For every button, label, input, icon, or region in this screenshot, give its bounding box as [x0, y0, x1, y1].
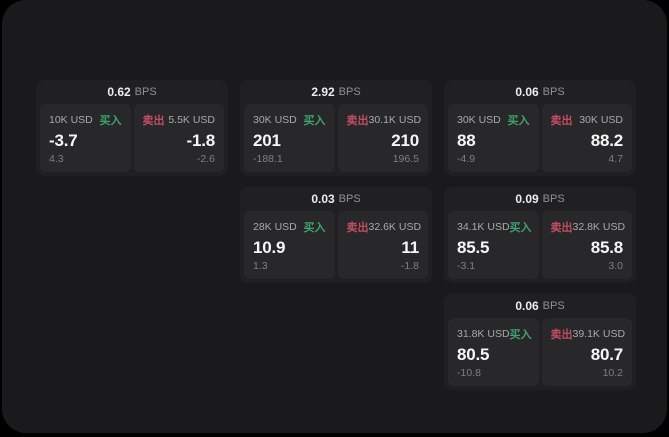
- sell-amount: 30K USD: [579, 114, 623, 126]
- sell-label: 卖出: [142, 115, 165, 127]
- buy-panel[interactable]: 34.1K USD 买入 85.5 -3.1: [448, 211, 539, 279]
- buy-delta: -188.1: [253, 153, 283, 165]
- quote-card-2: 2.92 BPS 30K USD 买入 201 -188.1 卖出 30.1K …: [240, 80, 432, 176]
- buy-delta: 4.3: [49, 153, 64, 165]
- sell-label: 卖出: [550, 115, 573, 127]
- sell-panel[interactable]: 卖出 5.5K USD -1.8 -2.6: [133, 104, 224, 172]
- bps-header: 0.03 BPS: [240, 187, 432, 211]
- sell-delta: 4.7: [608, 153, 623, 165]
- sell-amount: 30.1K USD: [368, 114, 422, 126]
- quote-card-6: 0.06 BPS 31.8K USD 买入 80.5 -10.8 卖出 39.1…: [444, 294, 636, 390]
- sell-label: 卖出: [346, 222, 369, 234]
- bps-unit: BPS: [338, 193, 361, 205]
- bps-unit: BPS: [542, 300, 565, 312]
- buy-delta: -4.9: [457, 153, 476, 165]
- buy-label: 买入: [303, 222, 326, 234]
- bps-value: 0.06: [515, 299, 539, 313]
- bps-header: 0.62 BPS: [36, 80, 228, 104]
- sell-price: 210: [391, 131, 419, 150]
- buy-amount: 28K USD: [253, 221, 297, 233]
- buy-amount: 10K USD: [49, 114, 93, 126]
- sell-amount: 5.5K USD: [168, 114, 215, 126]
- buy-panel[interactable]: 28K USD 买入 10.9 1.3: [244, 211, 335, 279]
- buy-label: 买入: [99, 115, 122, 127]
- sell-delta: 10.2: [602, 367, 623, 379]
- buy-amount: 30K USD: [253, 114, 297, 126]
- sell-label: 卖出: [550, 222, 573, 234]
- quote-panels: 10K USD 买入 -3.7 4.3 卖出 5.5K USD -1.8 -2.…: [40, 104, 224, 172]
- buy-delta: -10.8: [457, 367, 481, 379]
- buy-panel[interactable]: 30K USD 买入 201 -188.1: [244, 104, 335, 172]
- bps-header: 0.06 BPS: [444, 80, 636, 104]
- buy-delta: 1.3: [253, 260, 268, 272]
- sell-delta: -2.6: [196, 153, 215, 165]
- sell-price: 88.2: [590, 131, 623, 150]
- bps-unit: BPS: [338, 86, 361, 98]
- buy-panel[interactable]: 10K USD 买入 -3.7 4.3: [40, 104, 131, 172]
- buy-delta: -3.1: [457, 260, 476, 272]
- sell-amount: 32.8K USD: [572, 221, 626, 233]
- sell-label: 卖出: [550, 329, 573, 341]
- quote-card-1: 0.62 BPS 10K USD 买入 -3.7 4.3 卖出 5.5K USD…: [36, 80, 228, 176]
- buy-label: 买入: [507, 115, 530, 127]
- sell-panel[interactable]: 卖出 30.1K USD 210 196.5: [337, 104, 428, 172]
- bps-header: 0.06 BPS: [444, 294, 636, 318]
- quote-panels: 31.8K USD 买入 80.5 -10.8 卖出 39.1K USD 80.…: [448, 318, 632, 386]
- bps-value: 0.62: [107, 85, 131, 99]
- sell-label: 卖出: [346, 115, 369, 127]
- quote-card-5: 0.09 BPS 34.1K USD 买入 85.5 -3.1 卖出 32.8K…: [444, 187, 636, 283]
- buy-price: 201: [253, 131, 281, 150]
- sell-panel[interactable]: 卖出 30K USD 88.2 4.7: [541, 104, 632, 172]
- buy-price: -3.7: [49, 131, 78, 150]
- buy-price: 88: [457, 131, 476, 150]
- quote-panels: 34.1K USD 买入 85.5 -3.1 卖出 32.8K USD 85.8…: [448, 211, 632, 279]
- bps-value: 0.09: [515, 192, 539, 206]
- sell-delta: 3.0: [608, 260, 623, 272]
- buy-price: 85.5: [457, 238, 490, 257]
- buy-amount: 31.8K USD: [457, 328, 510, 340]
- bps-value: 0.06: [515, 85, 539, 99]
- bps-unit: BPS: [542, 193, 565, 205]
- buy-label: 买入: [509, 222, 532, 234]
- buy-price: 80.5: [457, 345, 490, 364]
- sell-panel[interactable]: 卖出 39.1K USD 80.7 10.2: [541, 318, 632, 386]
- bps-value: 0.03: [311, 192, 335, 206]
- bps-value: 2.92: [311, 85, 335, 99]
- sell-panel[interactable]: 卖出 32.8K USD 85.8 3.0: [541, 211, 632, 279]
- sell-price: 11: [401, 238, 419, 257]
- bps-header: 2.92 BPS: [240, 80, 432, 104]
- quote-panels: 28K USD 买入 10.9 1.3 卖出 32.6K USD 11 -1.8: [244, 211, 428, 279]
- buy-label: 买入: [303, 115, 326, 127]
- bps-unit: BPS: [542, 86, 565, 98]
- buy-panel[interactable]: 30K USD 买入 88 -4.9: [448, 104, 539, 172]
- sell-panel[interactable]: 卖出 32.6K USD 11 -1.8: [337, 211, 428, 279]
- quote-card-3: 0.06 BPS 30K USD 买入 88 -4.9 卖出 30K USD 8…: [444, 80, 636, 176]
- buy-panel[interactable]: 31.8K USD 买入 80.5 -10.8: [448, 318, 539, 386]
- sell-delta: -1.8: [400, 260, 419, 272]
- sell-price: -1.8: [186, 131, 216, 150]
- sell-price: 80.7: [590, 345, 623, 364]
- bps-unit: BPS: [134, 86, 157, 98]
- buy-price: 10.9: [253, 238, 286, 257]
- buy-amount: 30K USD: [457, 114, 501, 126]
- buy-label: 买入: [509, 329, 532, 341]
- sell-amount: 32.6K USD: [368, 221, 422, 233]
- sell-delta: 196.5: [392, 153, 419, 165]
- quote-panels: 30K USD 买入 201 -188.1 卖出 30.1K USD 210 1…: [244, 104, 428, 172]
- bps-header: 0.09 BPS: [444, 187, 636, 211]
- quote-panels: 30K USD 买入 88 -4.9 卖出 30K USD 88.2 4.7: [448, 104, 632, 172]
- sell-amount: 39.1K USD: [572, 328, 626, 340]
- buy-amount: 34.1K USD: [457, 221, 510, 233]
- sell-price: 85.8: [590, 238, 623, 257]
- quote-card-4: 0.03 BPS 28K USD 买入 10.9 1.3 卖出 32.6K US…: [240, 187, 432, 283]
